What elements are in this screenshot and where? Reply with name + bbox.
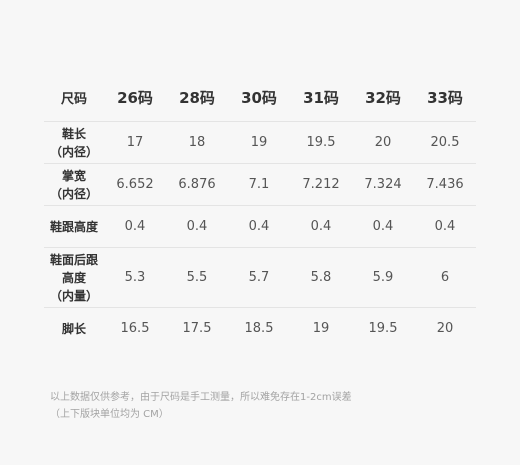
table-cell: 6.652 bbox=[104, 163, 166, 206]
row-label: 鞋长 （内径） bbox=[44, 121, 104, 164]
row-label: 鞋面后跟 高度 （内量） bbox=[44, 247, 104, 308]
table-row-foot-length: 脚长 16.5 17.5 18.5 19 19.5 20 bbox=[44, 308, 476, 350]
size-header-cell: 33码 bbox=[414, 73, 476, 122]
size-header-cell: 28码 bbox=[166, 73, 228, 122]
table-cell: 7.212 bbox=[290, 163, 352, 206]
size-header-cell: 30码 bbox=[228, 73, 290, 122]
size-header-cell: 31码 bbox=[290, 73, 352, 122]
note-line: （上下版块单位均为 CM） bbox=[50, 409, 169, 420]
table-cell: 5.7 bbox=[228, 247, 290, 308]
row-label: 脚长 bbox=[61, 321, 86, 336]
row-label: 鞋跟高度 bbox=[44, 205, 104, 248]
table-cell: 6.876 bbox=[166, 163, 228, 206]
table-cell: 6 bbox=[414, 247, 476, 308]
table-row-upper-heel-height: 鞋面后跟 高度 （内量） 5.3 5.5 5.7 5.8 5.9 6 bbox=[44, 247, 476, 308]
size-header-cell: 26码 bbox=[104, 73, 166, 122]
table-cell: 18.5 bbox=[244, 321, 274, 337]
table-cell: 19 bbox=[312, 321, 330, 337]
size-header-cell: 32码 bbox=[352, 73, 414, 122]
table-cell: 7.436 bbox=[414, 163, 476, 206]
table-row-heel-height: 鞋跟高度 0.4 0.4 0.4 0.4 0.4 0.4 bbox=[44, 205, 476, 248]
size-table: 尺码 26码 28码 30码 31码 32码 33码 鞋长 （内径） 17 18… bbox=[44, 73, 476, 350]
size-header-row: 尺码 26码 28码 30码 31码 32码 33码 bbox=[44, 73, 476, 122]
table-cell: 17 bbox=[104, 121, 166, 164]
table-cell: 0.4 bbox=[104, 205, 166, 248]
table-row-palm-width: 掌宽 （内径） 6.652 6.876 7.1 7.212 7.324 7.43… bbox=[44, 163, 476, 206]
row-label: 掌宽 （内径） bbox=[44, 163, 104, 206]
table-cell: 18 bbox=[166, 121, 228, 164]
table-cell: 7.1 bbox=[228, 163, 290, 206]
table-cell: 5.8 bbox=[290, 247, 352, 308]
table-cell: 16.5 bbox=[120, 321, 150, 337]
size-header-label: 尺码 bbox=[44, 73, 104, 122]
measurement-note: 以上数据仅供参考，由于尺码是手工测量，所以难免存在1-2cm误差 （上下版块单位… bbox=[50, 389, 490, 423]
table-cell: 0.4 bbox=[166, 205, 228, 248]
table-cell: 17.5 bbox=[182, 321, 212, 337]
table-cell: 19.5 bbox=[368, 321, 398, 337]
table-cell: 7.324 bbox=[352, 163, 414, 206]
table-cell: 0.4 bbox=[290, 205, 352, 248]
table-cell: 0.4 bbox=[414, 205, 476, 248]
note-line: 以上数据仅供参考，由于尺码是手工测量，所以难免存在1-2cm误差 bbox=[50, 392, 352, 403]
table-cell: 19.5 bbox=[290, 121, 352, 164]
table-cell: 5.5 bbox=[166, 247, 228, 308]
table-cell: 5.9 bbox=[352, 247, 414, 308]
table-cell: 0.4 bbox=[228, 205, 290, 248]
table-cell: 5.3 bbox=[104, 247, 166, 308]
table-row-shoe-length: 鞋长 （内径） 17 18 19 19.5 20 20.5 bbox=[44, 121, 476, 164]
table-cell: 20 bbox=[436, 321, 454, 337]
table-cell: 19 bbox=[228, 121, 290, 164]
table-cell: 20.5 bbox=[414, 121, 476, 164]
table-cell: 0.4 bbox=[352, 205, 414, 248]
table-cell: 20 bbox=[352, 121, 414, 164]
